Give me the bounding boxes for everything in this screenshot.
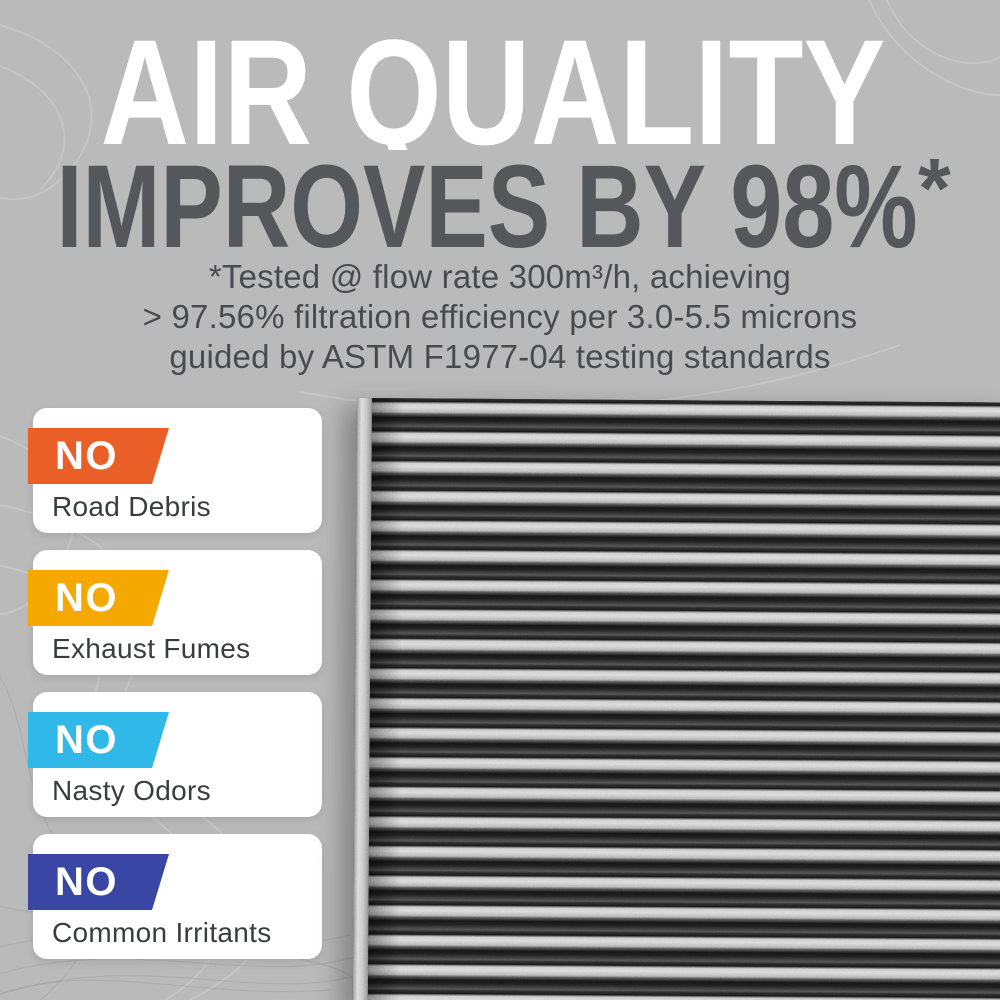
- benefit-label: Nasty Odors: [52, 775, 211, 806]
- benefit-label: Exhaust Fumes: [52, 633, 251, 664]
- headline-improves-by: IMPROVES BY 98%: [57, 154, 918, 260]
- benefit-label: Common Irritants: [52, 917, 272, 948]
- headline-air-quality: AIR QUALITY: [101, 26, 886, 150]
- disclaimer-line-3: guided by ASTM F1977-04 testing standard…: [169, 338, 831, 375]
- no-badge: NO: [28, 712, 169, 768]
- no-badge: NO: [28, 428, 169, 484]
- headline-row-2: IMPROVES BY 98% *: [57, 154, 952, 260]
- footnote-asterisk: *: [918, 154, 951, 235]
- filter-grain-texture: [352, 398, 1000, 1000]
- test-disclaimer: *Tested @ flow rate 300m³/h, achieving >…: [0, 257, 1000, 377]
- disclaimer-line-2: > 97.56% filtration efficiency per 3.0-5…: [142, 298, 858, 335]
- benefit-card-road-debris: NO Road Debris: [33, 408, 322, 533]
- headline-row-1: AIR QUALITY: [101, 26, 886, 150]
- benefit-card-exhaust-fumes: NO Exhaust Fumes: [33, 550, 322, 675]
- benefit-label: Road Debris: [52, 491, 211, 522]
- benefit-card-nasty-odors: NO Nasty Odors: [33, 692, 322, 817]
- disclaimer-line-1: *Tested @ flow rate 300m³/h, achieving: [208, 258, 792, 295]
- benefit-card-common-irritants: NO Common Irritants: [33, 834, 322, 959]
- no-badge: NO: [28, 854, 169, 910]
- no-badge: NO: [28, 570, 169, 626]
- product-photo-cabin-air-filter: [352, 398, 1000, 1000]
- benefit-card-list: NO Road Debris NO Exhaust Fumes NO Nasty…: [33, 408, 322, 976]
